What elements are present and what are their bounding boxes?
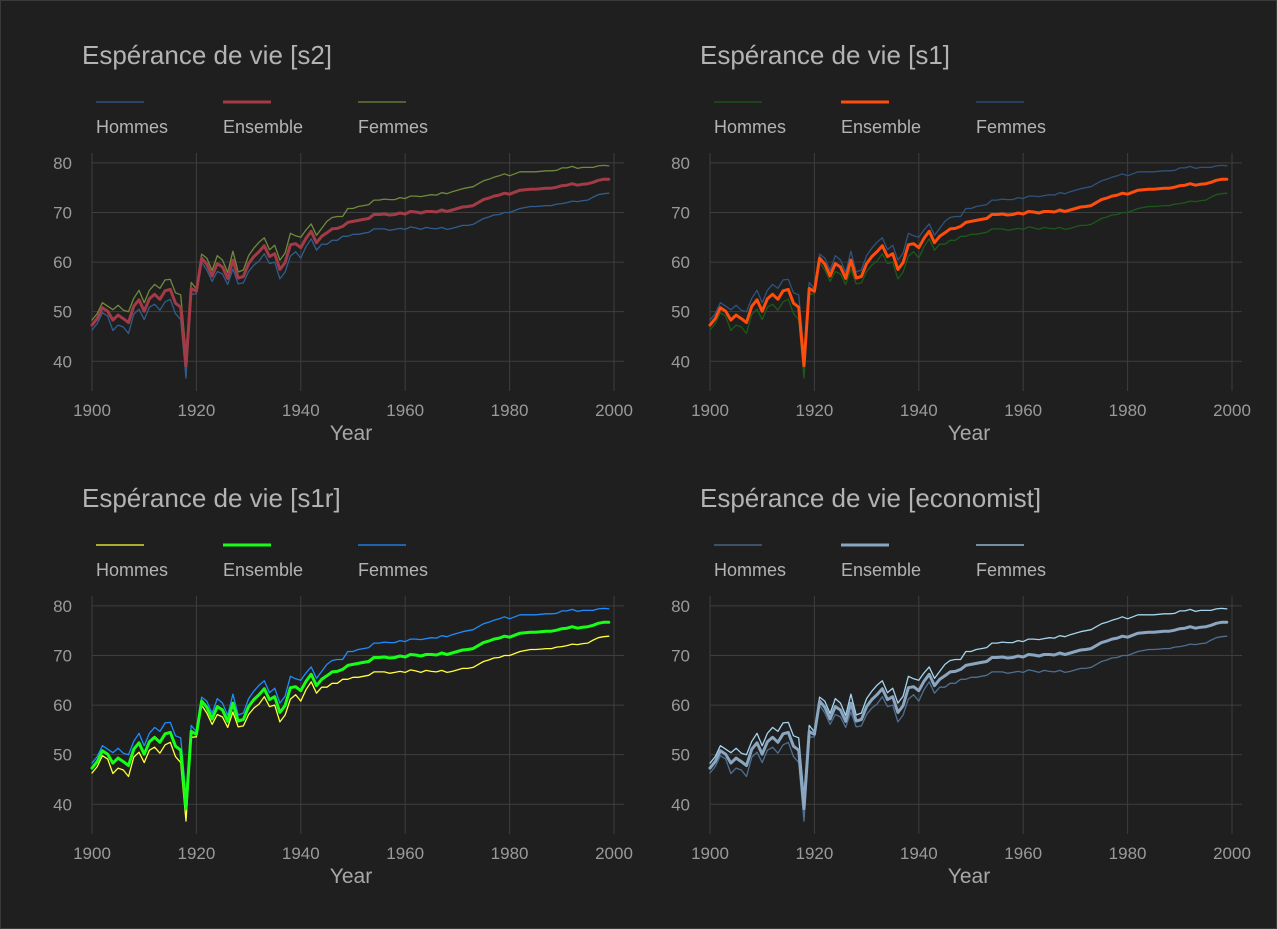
x-axis-label: Year (948, 865, 990, 888)
x-tick-label: 1940 (900, 401, 938, 420)
x-tick-label: 1900 (73, 844, 111, 863)
chart-panel-s1: Espérance de vie [s1] Hommes Ensemble Femme… (619, 1, 1251, 445)
chart-svg: Espérance de vie [s1r] Hommes Ensemble Femm… (53, 483, 633, 888)
y-tick-label: 50 (671, 746, 690, 765)
x-tick-label: 1940 (900, 844, 938, 863)
legend-label-femmes: Femmes (976, 560, 1046, 580)
legend-label-femmes: Femmes (358, 117, 428, 137)
chart-title: Espérance de vie [s1] (700, 40, 950, 70)
chart-title: Espérance de vie [economist] (700, 483, 1041, 513)
chart-panel-s1r: Espérance de vie [s1r] Hommes Ensemble Femm… (1, 444, 633, 888)
y-tick-label: 80 (53, 597, 72, 616)
x-axis-label: Year (330, 422, 372, 445)
x-tick-label: 2000 (1213, 401, 1251, 420)
y-tick-label: 70 (671, 204, 690, 223)
x-axis-label: Year (948, 422, 990, 445)
chart-title: Espérance de vie [s2] (82, 40, 332, 70)
x-tick-label: 1980 (491, 844, 529, 863)
x-tick-label: 1920 (177, 844, 215, 863)
legend-label-hommes: Hommes (96, 117, 168, 137)
y-tick-label: 70 (53, 204, 72, 223)
series-line-femmes (91, 164, 610, 354)
x-tick-label: 1960 (1004, 844, 1042, 863)
x-tick-label: 1960 (386, 401, 424, 420)
x-tick-label: 1900 (691, 844, 729, 863)
y-tick-label: 40 (53, 352, 72, 371)
y-tick-label: 70 (53, 647, 72, 666)
series-line-hommes (91, 635, 610, 822)
x-tick-label: 2000 (595, 844, 633, 863)
y-tick-label: 80 (671, 154, 690, 173)
series-line-ensemble (90, 620, 611, 811)
legend-label-femmes: Femmes (358, 560, 428, 580)
legend-label-hommes: Hommes (714, 560, 786, 580)
y-tick-label: 60 (53, 696, 72, 715)
legend-label-femmes: Femmes (976, 117, 1046, 137)
x-tick-label: 1920 (177, 401, 215, 420)
legend-label-ensemble: Ensemble (841, 117, 921, 137)
x-tick-label: 1920 (795, 844, 833, 863)
chart-title: Espérance de vie [s1r] (82, 483, 341, 513)
chart-svg: Espérance de vie [economist] Hommes Ensemb… (671, 483, 1251, 888)
x-tick-label: 2000 (595, 401, 633, 420)
series-line-femmes (709, 607, 1228, 797)
series-line-hommes (709, 635, 1228, 822)
x-tick-label: 1940 (282, 844, 320, 863)
legend-label-ensemble: Ensemble (841, 560, 921, 580)
y-tick-label: 40 (53, 795, 72, 814)
y-tick-label: 80 (671, 597, 690, 616)
legend-label-hommes: Hommes (96, 560, 168, 580)
series-line-hommes (709, 192, 1228, 379)
chart-panel-s2: Espérance de vie [s2] Hommes Ensemble Femme… (1, 1, 633, 445)
x-tick-label: 1920 (795, 401, 833, 420)
x-tick-label: 1980 (1109, 844, 1147, 863)
series-line-ensemble (708, 620, 1229, 811)
y-tick-label: 40 (671, 795, 690, 814)
y-tick-label: 60 (671, 253, 690, 272)
series-line-femmes (91, 607, 610, 797)
y-tick-label: 40 (671, 352, 690, 371)
chart-svg: Espérance de vie [s2] Hommes Ensemble Femme… (53, 40, 633, 445)
x-tick-label: 2000 (1213, 844, 1251, 863)
series-line-ensemble (708, 177, 1229, 368)
y-tick-label: 60 (671, 696, 690, 715)
x-tick-label: 1980 (491, 401, 529, 420)
series-line-femmes (709, 164, 1228, 354)
chart-panel-economist: Espérance de vie [economist] Hommes Ensemb… (619, 444, 1251, 888)
series-line-hommes (91, 192, 610, 379)
y-tick-label: 50 (53, 303, 72, 322)
x-tick-label: 1900 (73, 401, 111, 420)
chart-svg: Espérance de vie [s1] Hommes Ensemble Femme… (671, 40, 1251, 445)
legend-label-ensemble: Ensemble (223, 560, 303, 580)
x-axis-label: Year (330, 865, 372, 888)
x-tick-label: 1960 (386, 844, 424, 863)
y-tick-label: 50 (53, 746, 72, 765)
y-tick-label: 60 (53, 253, 72, 272)
y-tick-label: 50 (671, 303, 690, 322)
x-tick-label: 1900 (691, 401, 729, 420)
series-line-ensemble (90, 177, 611, 368)
y-tick-label: 70 (671, 647, 690, 666)
x-tick-label: 1940 (282, 401, 320, 420)
legend-label-hommes: Hommes (714, 117, 786, 137)
x-tick-label: 1960 (1004, 401, 1042, 420)
legend-label-ensemble: Ensemble (223, 117, 303, 137)
x-tick-label: 1980 (1109, 401, 1147, 420)
y-tick-label: 80 (53, 154, 72, 173)
